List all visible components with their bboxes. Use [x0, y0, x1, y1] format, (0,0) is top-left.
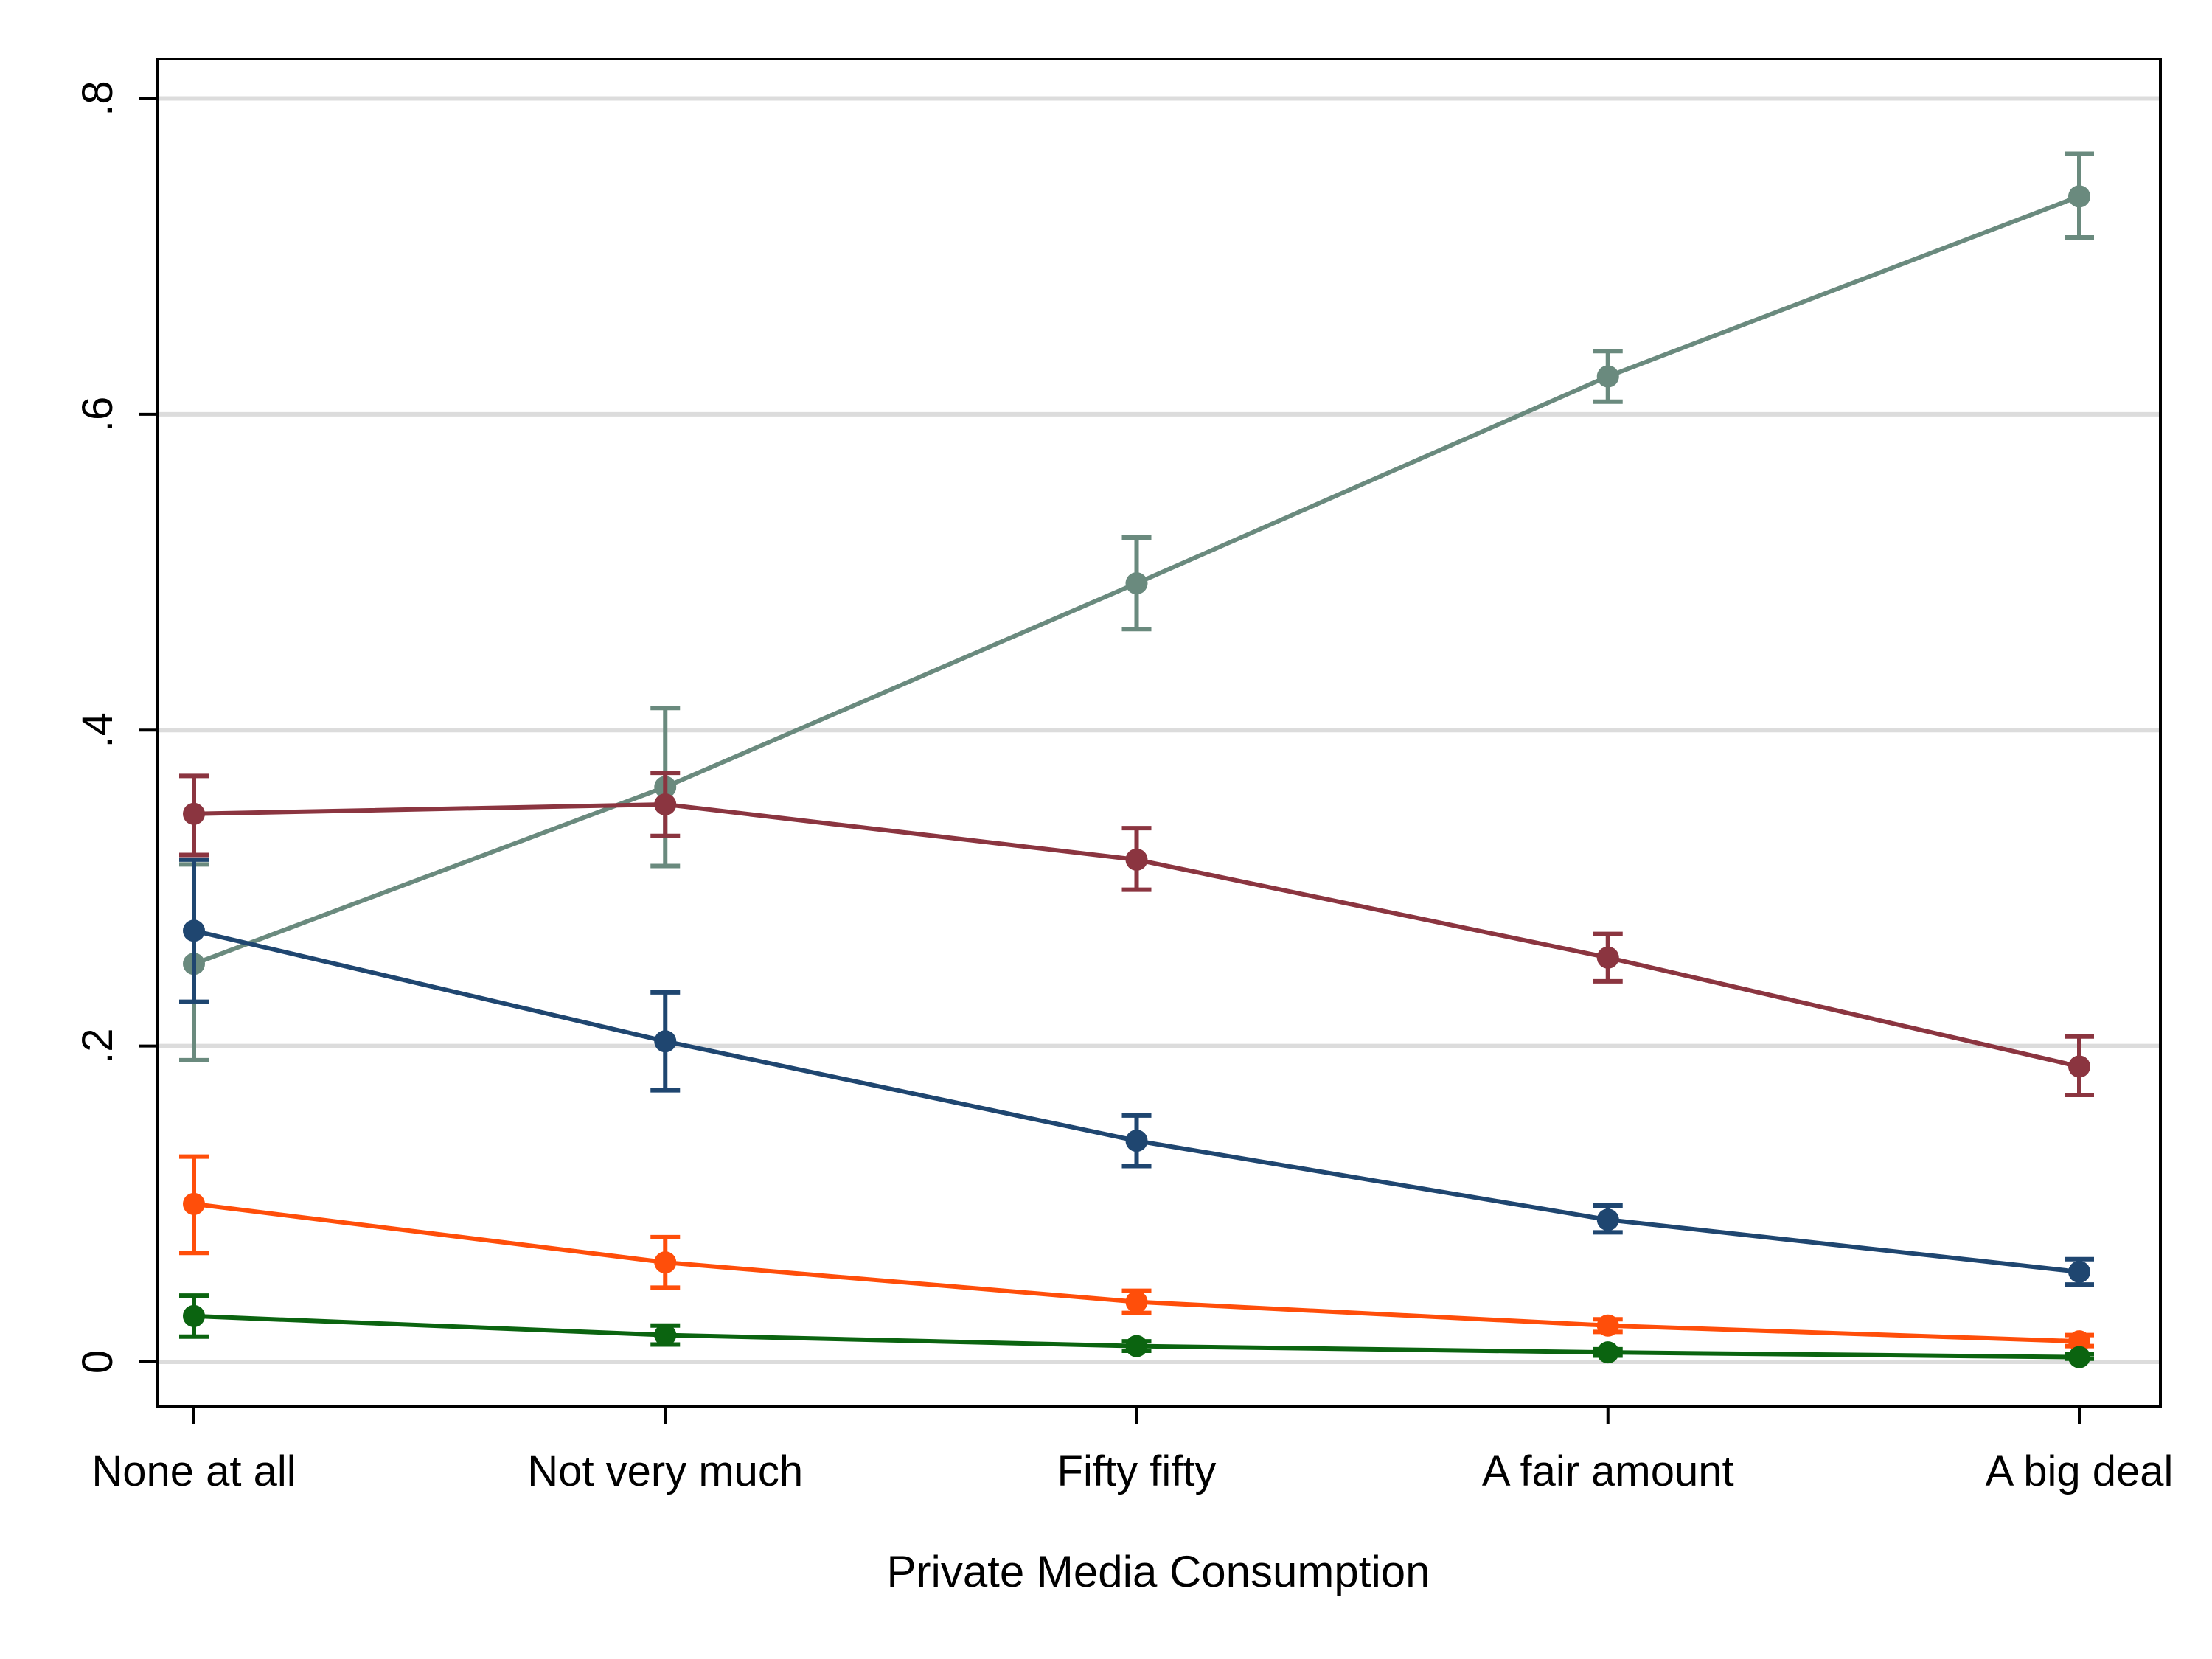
x-tick-label: None at all [91, 1447, 296, 1495]
data-point [1125, 1290, 1148, 1313]
x-tick-label: Fifty fifty [1057, 1447, 1217, 1495]
x-tick-label: Not very much [527, 1447, 803, 1495]
series-5 [179, 1293, 2094, 1368]
series-layer [179, 151, 2094, 1368]
y-tick-label: 0 [74, 1350, 122, 1374]
series-line [193, 1201, 2080, 1344]
data-point [654, 1030, 677, 1053]
data-point [1125, 572, 1148, 595]
series-3 [179, 857, 2094, 1287]
data-point [183, 1304, 205, 1327]
data-point [2068, 1260, 2090, 1283]
y-tick-label: .8 [74, 80, 122, 116]
series-2 [179, 771, 2094, 1098]
data-point [2068, 1346, 2090, 1368]
data-point [1596, 1314, 1619, 1337]
data-point [1596, 1208, 1619, 1231]
data-point [183, 802, 205, 825]
y-tick-label: .4 [74, 712, 122, 748]
y-tick-label: .2 [74, 1028, 122, 1063]
data-point [1125, 848, 1148, 871]
series-1 [179, 151, 2094, 1062]
plot-frame [156, 58, 2162, 1408]
data-point [183, 919, 205, 942]
data-point [1125, 1335, 1148, 1357]
data-point [2068, 185, 2090, 208]
data-point [1125, 1130, 1148, 1152]
x-tick-label: A big deal [1986, 1447, 2174, 1495]
x-axis-title: Private Media Consumption [886, 1547, 1430, 1596]
x-tick-label: A fair amount [1482, 1447, 1734, 1495]
data-point [2068, 1055, 2090, 1078]
data-point [183, 1192, 205, 1215]
data-point [2068, 1330, 2090, 1353]
series-line [193, 928, 2080, 1274]
data-point [1596, 1341, 1619, 1364]
gridlines [157, 96, 2160, 1365]
axes: 0 .2 .4 .6 .8 None at all Not very much Fifty f… [74, 80, 2173, 1495]
data-point [654, 1324, 677, 1346]
data-point [654, 1251, 677, 1274]
data-point [654, 793, 677, 815]
data-point [1596, 365, 1619, 388]
y-tick-label: .6 [74, 397, 122, 432]
series-4 [179, 1154, 2094, 1353]
data-point [1596, 946, 1619, 969]
